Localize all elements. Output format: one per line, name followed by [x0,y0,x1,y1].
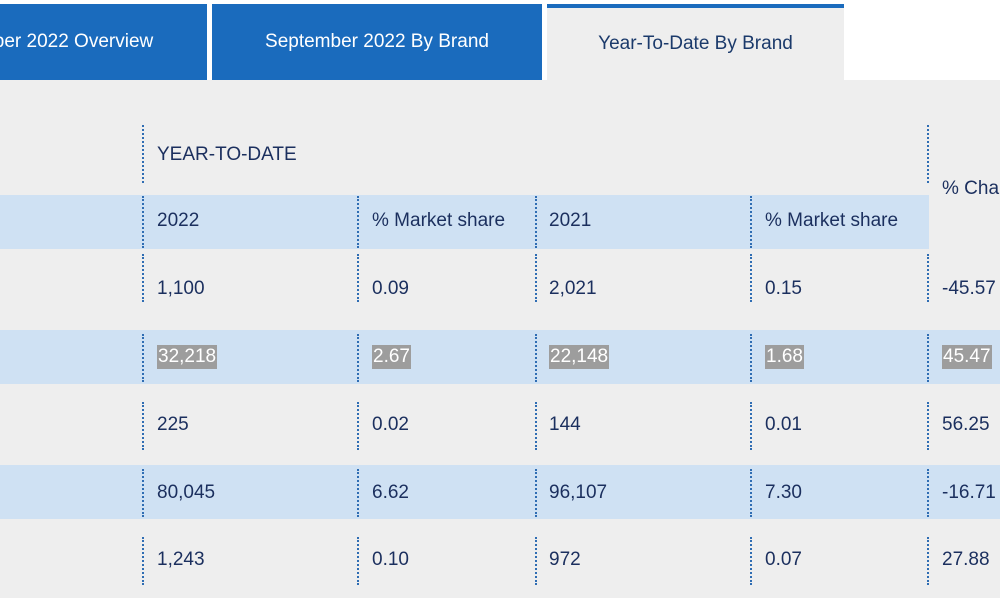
col-separator-4 [750,196,752,248]
row-separator [142,469,144,517]
tab-year-to-date-by-brand-label: Year-To-Date By Brand [598,33,793,54]
table-cell-highlighted: 45.47 [942,345,992,369]
row-separator [750,537,752,585]
row-separator [357,537,359,585]
table-cell: 0.07 [765,549,802,570]
row-separator [142,402,144,450]
column-header-market-share-2022: % Market share [372,210,506,231]
table-cell-highlighted: 1.68 [765,345,804,369]
table-cell-highlighted: 2.67 [372,345,411,369]
table-cell: 7.30 [765,482,802,503]
tab-year-to-date-by-brand[interactable]: Year-To-Date By Brand [547,4,844,80]
change-separator [927,125,929,183]
row-separator [535,537,537,585]
table-cell: 972 [549,549,581,570]
row-separator [927,334,929,382]
table-cell: 0.09 [372,278,409,299]
tab-overview[interactable]: ber 2022 Overview [0,4,207,80]
row-separator [750,254,752,302]
table-cell: 225 [157,414,189,435]
row-separator [357,254,359,302]
table-cell: 144 [549,414,581,435]
table-cell-highlighted: 22,148 [549,345,610,369]
table-cell: 0.02 [372,414,409,435]
table-cell: 27.88 [942,549,990,570]
row-separator [142,537,144,585]
row-separator [927,537,929,585]
row-separator [357,334,359,382]
col-separator-1 [142,196,144,248]
table-cell: 0.10 [372,549,409,570]
year-to-date-header: YEAR-TO-DATE [157,144,297,165]
row-separator [750,402,752,450]
row-separator [927,469,929,517]
row-band-2 [0,330,1000,384]
row-band-4 [0,465,1000,519]
row-separator [927,402,929,450]
table-cell: 0.01 [765,414,802,435]
tab-september-by-brand[interactable]: September 2022 By Brand [212,4,542,80]
row-separator [535,254,537,302]
table-cell: -16.71 [942,482,996,503]
tab-overview-label: ber 2022 Overview [0,31,154,52]
table-cell-highlighted: 32,218 [157,345,218,369]
row-separator [357,469,359,517]
table-cell: 80,045 [157,482,216,503]
row-separator [142,254,144,302]
column-header-market-share-2021: % Market share [765,210,899,231]
table-cell: -45.57 [942,278,996,299]
row-separator [535,334,537,382]
row-separator [535,469,537,517]
row-separator [142,334,144,382]
col-separator-2 [357,196,359,248]
group-separator-left [142,125,144,183]
table-cell: 0.15 [765,278,802,299]
column-header-band [0,195,929,249]
percent-change-header: % Cha [942,178,1000,199]
table-cell: 96,107 [549,482,608,503]
table-panel: YEAR-TO-DATE % Cha 2022 % Market share 2… [0,80,1000,598]
tab-bar: ber 2022 Overview September 2022 By Bran… [0,0,1000,81]
row-separator [535,402,537,450]
table-cell: 56.25 [942,414,990,435]
row-separator [927,254,929,302]
row-separator [750,334,752,382]
row-separator [750,469,752,517]
column-header-2021: 2021 [549,210,592,231]
table-cell: 6.62 [372,482,409,503]
row-separator [357,402,359,450]
table-cell: 1,243 [157,549,205,570]
col-separator-3 [535,196,537,248]
table-cell: 1,100 [157,278,205,299]
tab-september-by-brand-label: September 2022 By Brand [265,31,489,52]
column-header-2022: 2022 [157,210,200,231]
table-cell: 2,021 [549,278,597,299]
